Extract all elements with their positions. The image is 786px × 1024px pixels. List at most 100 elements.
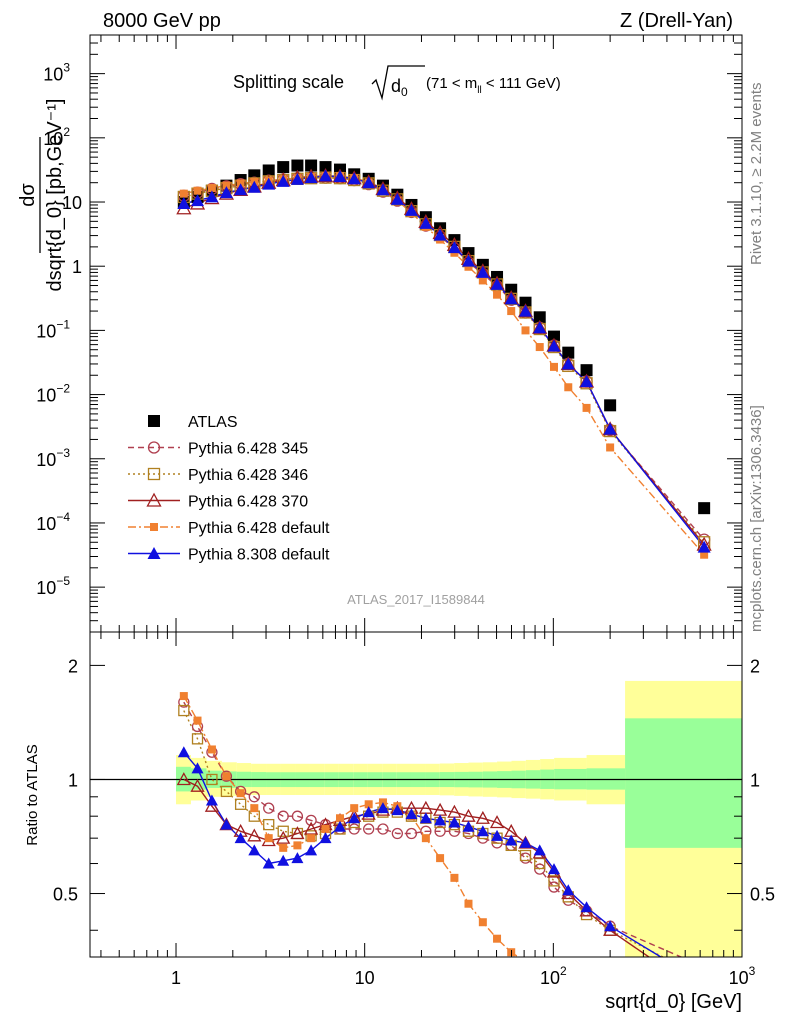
main-point-series-5 — [419, 216, 433, 229]
ratio-point-series-4 — [334, 820, 347, 832]
legend-label: Pythia 8.308 default — [188, 547, 330, 564]
ratio-y-tick-label-right: 2 — [750, 656, 760, 676]
main-point-series-0 — [562, 346, 575, 359]
ratio-point-series-3 — [293, 841, 302, 850]
main-point-series-5 — [547, 339, 561, 352]
main-y-tick-exp: −3 — [56, 446, 70, 460]
ratio-point-series-2 — [475, 810, 490, 824]
main-point-series-0 — [547, 330, 560, 343]
main-y-tick-exp: −1 — [56, 317, 70, 331]
main-point-series-4 — [700, 550, 709, 559]
ratio-point-series-3 — [236, 789, 245, 798]
main-point-series-4 — [193, 186, 202, 195]
main-point-series-4 — [222, 181, 231, 190]
main-point-series-5 — [319, 169, 333, 182]
main-y-tick-label: 10 — [62, 193, 82, 213]
ratio-point-series-4 — [448, 816, 461, 828]
ratio-point-series-4 — [419, 812, 432, 824]
ratio-point-series-4 — [505, 834, 518, 846]
main-point-series-5 — [404, 203, 418, 216]
main-point-series-5 — [504, 292, 518, 305]
ratio-point-series-4 — [362, 806, 375, 818]
x-tick-base: 10 — [355, 968, 375, 988]
ratio-point-series-0 — [363, 823, 375, 835]
main-point-series-5 — [461, 254, 475, 267]
main-point-series-0 — [519, 296, 532, 309]
legend-marker — [147, 441, 161, 454]
main-y-tick-label: 1 — [72, 257, 82, 277]
ratio-point-series-0 — [305, 814, 317, 827]
x-tick-base: 1 — [171, 968, 181, 988]
main-point-series-0 — [319, 161, 332, 174]
ratio-point-series-4 — [547, 863, 560, 875]
ratio-point-series-3 — [279, 843, 288, 852]
ratio-point-series-1 — [206, 773, 218, 786]
main-point-series-0 — [305, 159, 318, 172]
legend-label: Pythia 6.428 default — [188, 520, 330, 537]
ratio-point-series-3 — [336, 814, 345, 823]
ratio-y-tick-label-left: 1 — [68, 770, 78, 790]
ratio-point-series-4 — [376, 802, 389, 814]
ratio-point-series-0 — [434, 825, 446, 837]
ratio-point-series-4 — [604, 920, 617, 932]
ratio-point-series-0 — [291, 810, 304, 822]
ratio-point-series-3 — [478, 918, 487, 927]
ratio-point-series-0 — [277, 810, 289, 822]
main-point-series-5 — [347, 172, 361, 185]
main-y-tick-label: 10−4 — [36, 510, 70, 534]
main-point-series-5 — [490, 277, 504, 290]
analysis-watermark: ATLAS_2017_I1589844 — [347, 592, 485, 607]
ratio-point-series-4 — [533, 844, 546, 856]
ratio-point-series-2 — [204, 798, 220, 812]
ratio-point-series-4 — [291, 852, 304, 864]
main-point-series-5 — [191, 194, 205, 207]
legend-marker — [146, 492, 162, 507]
ratio-point-series-2 — [190, 778, 205, 792]
ratio-point-series-1 — [191, 733, 204, 745]
main-point-series-5 — [697, 540, 711, 553]
main-y-tick-exp: 3 — [63, 61, 70, 75]
main-y-tick-label: 10−3 — [36, 446, 70, 470]
main-frame — [89, 34, 743, 633]
main-y-axis-label: dσ dsqrt{d_0} [pb,GeV⁻¹] — [17, 99, 66, 292]
x-tick-label: 1 — [171, 968, 181, 988]
x-tick-base: 10 — [729, 968, 749, 988]
legend-marker — [148, 415, 160, 427]
ratio-point-series-4 — [319, 832, 332, 844]
x-tick-exp: 2 — [560, 964, 567, 978]
legend-label: ATLAS — [188, 414, 238, 431]
main-point-series-4 — [478, 276, 487, 285]
y-label-numerator: dσ — [17, 183, 39, 207]
ratio-point-series-3 — [450, 873, 459, 882]
main-y-tick-exp: −2 — [56, 382, 70, 396]
main-point-series-5 — [603, 422, 617, 435]
main-point-series-4 — [582, 403, 591, 412]
ratio-point-series-4 — [220, 818, 233, 830]
main-y-tick-label: 103 — [43, 61, 70, 85]
main-point-series-5 — [276, 174, 290, 187]
ratio-point-series-2 — [304, 821, 319, 835]
ratio-point-series-3 — [321, 825, 330, 834]
ratio-point-series-0 — [263, 802, 275, 814]
y-label-denominator: dsqrt{d_0} [pb,GeV⁻¹] — [44, 99, 66, 292]
ratio-point-series-0 — [519, 852, 532, 864]
main-point-series-4 — [606, 443, 615, 452]
ratio-point-series-3 — [193, 716, 202, 725]
ratio-point-series-3 — [250, 804, 259, 813]
main-point-series-5 — [304, 171, 318, 184]
ratio-point-series-4 — [205, 794, 218, 806]
ratio-point-series-0 — [348, 823, 360, 835]
main-point-series-0 — [698, 502, 711, 515]
main-y-tick-base: 1 — [72, 257, 82, 277]
ratio-point-series-3 — [421, 834, 430, 843]
header-process-left: 8000 GeV pp — [103, 10, 221, 32]
title-symbol-sub: 0 — [401, 85, 408, 99]
ratio-point-series-1 — [178, 704, 190, 717]
ratio-point-series-4 — [491, 829, 504, 841]
ratio-point-series-4 — [234, 832, 247, 844]
main-point-series-5 — [533, 321, 547, 334]
main-point-series-4 — [521, 326, 530, 335]
ratio-point-series-1 — [519, 849, 532, 862]
chart-title: Splitting scale — [233, 72, 344, 92]
legend-label: Pythia 6.428 345 — [188, 441, 308, 458]
